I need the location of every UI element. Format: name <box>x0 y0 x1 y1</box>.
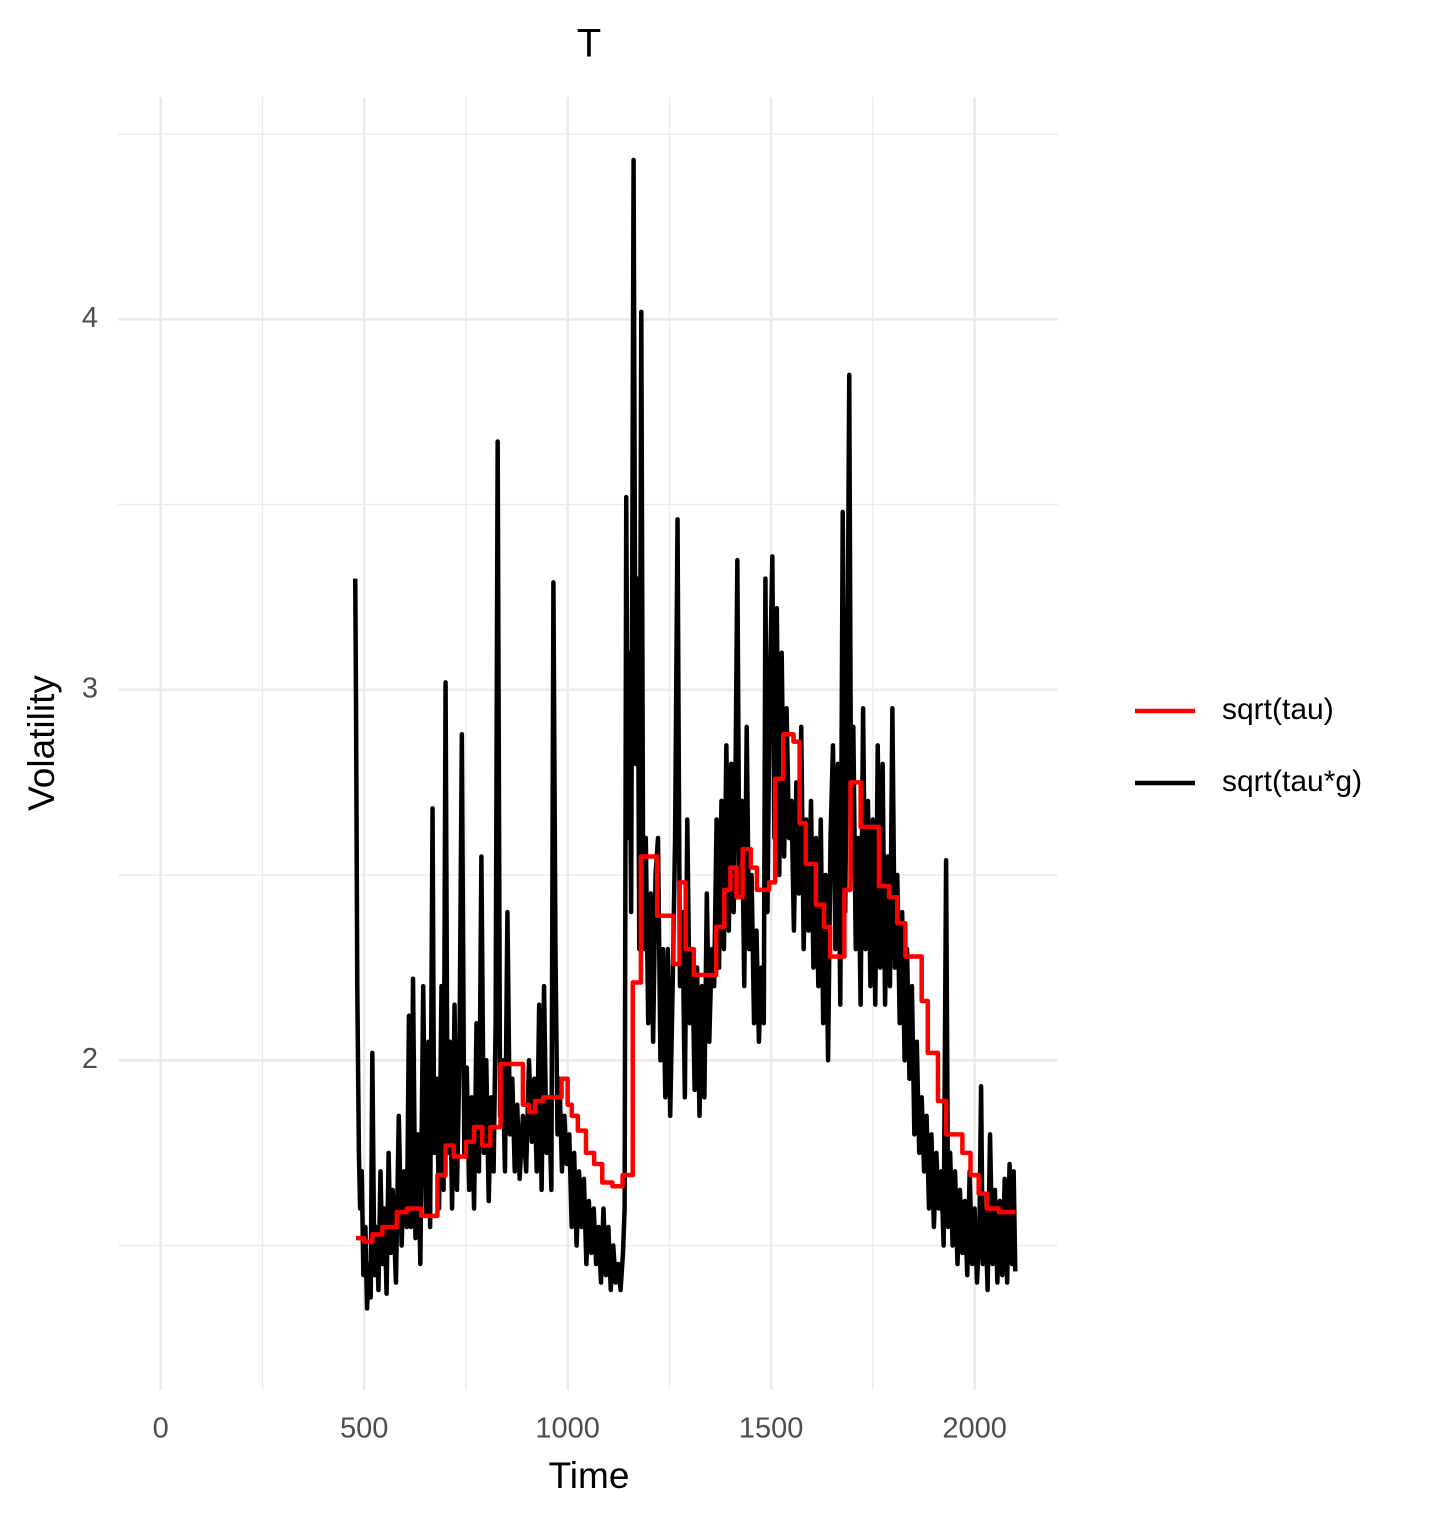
y-tick-label: 3 <box>82 672 98 704</box>
legend-label: sqrt(tau) <box>1222 693 1334 726</box>
series-line <box>356 731 1016 1245</box>
x-tick-label: 2000 <box>942 1413 1007 1445</box>
x-tick-label: 1500 <box>739 1413 804 1445</box>
y-axis-label: Volatility <box>21 675 62 811</box>
x-axis-label: Time <box>549 1455 630 1496</box>
x-tick-label: 0 <box>153 1413 169 1445</box>
chart-title: T <box>577 22 601 66</box>
y-tick-label: 2 <box>82 1043 98 1075</box>
series-line <box>352 157 1018 1311</box>
x-tick-label: 500 <box>340 1413 388 1445</box>
y-tick-label: 4 <box>82 302 98 334</box>
x-tick-label: 1000 <box>535 1413 600 1445</box>
legend-label: sqrt(tau*g) <box>1222 765 1362 798</box>
